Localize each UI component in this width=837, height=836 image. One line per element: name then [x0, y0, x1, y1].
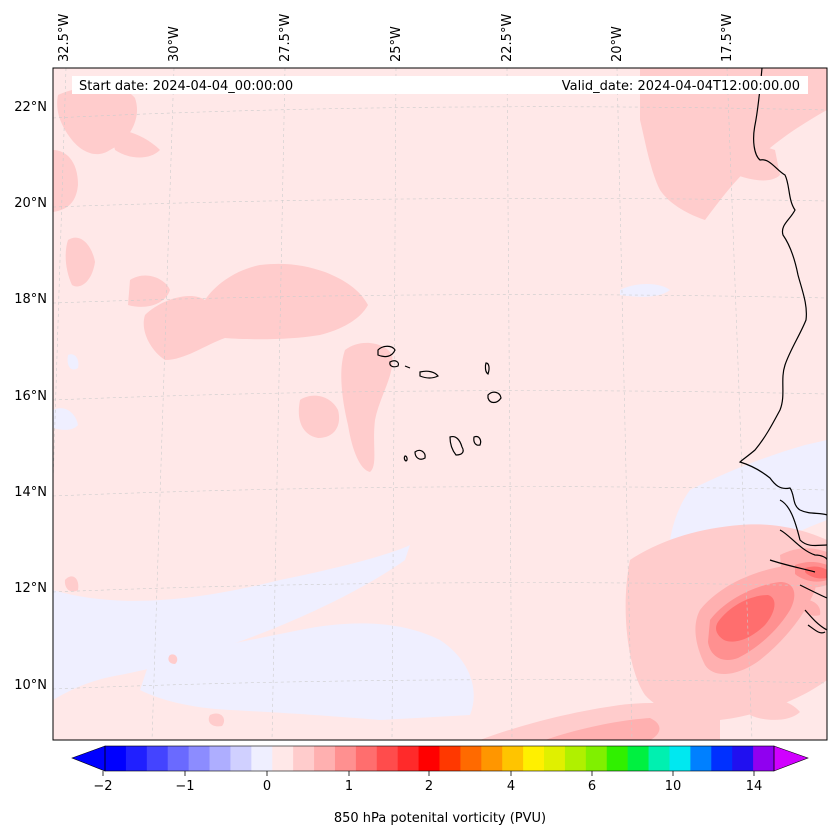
lon-label-32-5w: 32.5°W [57, 14, 72, 62]
lat-label-12n: 12°N [14, 581, 47, 596]
colorbar-ticks: −2 −1 0 1 2 4 6 10 14 [93, 771, 762, 794]
colorbar-segment [439, 746, 461, 771]
lat-label-16n: 16°N [14, 389, 47, 404]
colorbar-segment [502, 746, 524, 771]
pv-max-core [716, 566, 827, 642]
colorbar-tick-label: 14 [746, 779, 763, 794]
colorbar-segment [251, 746, 273, 771]
lat-label-22n: 22°N [14, 100, 47, 115]
lon-label-27-5w: 27.5°W [278, 14, 293, 62]
colorbar-segment [585, 746, 608, 771]
colorbar-segment [418, 746, 440, 771]
colorbar-segment [564, 746, 587, 771]
colorbar-min-arrow [71, 745, 106, 772]
colorbar-segment [146, 746, 169, 771]
colorbar-segment [272, 746, 294, 771]
lon-label-17-5w: 17.5°W [720, 14, 735, 62]
colorbar-segment [293, 746, 315, 771]
map-panel [53, 68, 827, 740]
lon-label-30w: 30°W [167, 26, 182, 62]
colorbar-segment [544, 746, 566, 771]
cape-verde-islands [377, 345, 502, 462]
colorbar-segment [523, 746, 545, 771]
lat-label-18n: 18°N [14, 292, 47, 307]
lat-label-20n: 20°N [14, 196, 47, 211]
colorbar-frame [104, 745, 775, 772]
colorbar-segment [230, 746, 252, 771]
valid-date-label: Valid_date: 2024-04-04T12:00:00.00 [562, 79, 800, 94]
lat-label-10n: 10°N [14, 678, 47, 693]
colorbar-segment [188, 746, 211, 771]
latitude-labels: 22°N 20°N 18°N 16°N 14°N 12°N 10°N [14, 100, 47, 693]
header-bar [72, 76, 808, 94]
longitude-labels: 32.5°W 30°W 27.5°W 25°W 22.5°W 20°W 17.5… [57, 14, 735, 62]
colorbar-segment [648, 746, 670, 771]
colorbar-title: 850 hPa potenital vorticity (PVU) [334, 811, 546, 826]
colorbar-segment [209, 746, 231, 771]
colorbar-segment [481, 746, 503, 771]
colorbar-segment [606, 746, 629, 771]
colorbar-tick-label: 10 [665, 779, 682, 794]
colorbar-segment [334, 746, 357, 771]
colorbar-max-arrow [773, 745, 809, 772]
colorbar-segment [753, 746, 775, 771]
colorbar-tick-label: 0 [263, 779, 271, 794]
map-frame [52, 67, 828, 741]
colorbar-tick-label: −2 [93, 779, 112, 794]
colorbar-segment [167, 746, 190, 771]
colorbar-tick-label: 1 [345, 779, 353, 794]
colorbar-tick-label: −1 [175, 779, 194, 794]
colorbar-segment [397, 746, 420, 771]
colorbar-segment [690, 746, 712, 771]
lat-label-14n: 14°N [14, 485, 47, 500]
pv-negative-areas [53, 284, 827, 720]
coastline [738, 68, 827, 634]
colorbar-segment [669, 746, 691, 771]
colorbar-segment [125, 746, 148, 771]
colorbar-segments [105, 746, 775, 771]
colorbar-tick-label: 4 [507, 779, 515, 794]
graticule [53, 68, 827, 740]
colorbar-segment [627, 746, 650, 771]
colorbar-segment [460, 746, 482, 771]
colorbar-segment [314, 746, 336, 771]
lon-label-22-5w: 22.5°W [500, 14, 515, 62]
colorbar-segment [711, 746, 733, 771]
colorbar-segment [732, 746, 754, 771]
colorbar-segment [105, 746, 127, 771]
colorbar-segment [355, 746, 378, 771]
start-date-label: Start date: 2024-04-04_00:00:00 [79, 79, 293, 94]
lon-label-20w: 20°W [610, 26, 625, 62]
lon-label-25w: 25°W [389, 26, 404, 62]
colorbar: −2 −1 0 1 2 4 6 10 14 850 hPa potenital vorticit… [71, 745, 809, 826]
colorbar-segment [376, 746, 399, 771]
colorbar-tick-label: 2 [425, 779, 433, 794]
colorbar-tick-label: 6 [588, 779, 596, 794]
